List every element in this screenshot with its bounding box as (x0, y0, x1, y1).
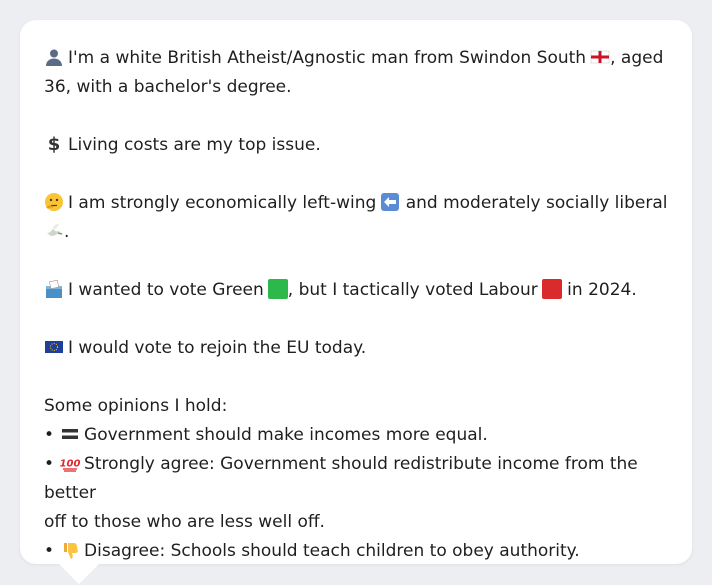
eu-paragraph: I would vote to rejoin the EU today. (44, 334, 668, 363)
svg-text:$: $ (48, 134, 61, 154)
thinking-face-icon (44, 192, 64, 212)
issue-text: Living costs are my top issue. (68, 135, 321, 155)
dove-icon (44, 221, 64, 241)
opinion-item: • Disagree: Schools should teach childre… (44, 537, 668, 566)
bullet: • (44, 541, 55, 561)
vote-paragraph: I wanted to vote Green , but I tactically… (44, 276, 668, 305)
ballot-box-icon (44, 279, 64, 299)
ideology-end: . (64, 222, 70, 242)
dollar-icon: $ (44, 134, 64, 154)
left-arrow-icon (380, 192, 400, 212)
green-square-icon (267, 279, 288, 299)
issue-paragraph: $ Living costs are my top issue. (44, 131, 668, 160)
intro-text-cont: , aged 36, with a bachelor's degree. (44, 48, 664, 97)
eu-text: I would vote to rejoin the EU today. (68, 338, 367, 358)
hundred-icon: 100 (60, 453, 80, 473)
svg-text:100: 100 (60, 459, 80, 470)
bullet: • (44, 454, 55, 474)
opinion-text: Disagree: Schools should teach children … (84, 541, 580, 561)
eu-flag-icon (44, 337, 64, 357)
message-content: I'm a white British Atheist/Agnostic man… (44, 44, 668, 566)
vote-text-end: in 2024. (567, 280, 637, 300)
red-square-icon (541, 279, 562, 299)
opinions-section: Some opinions I hold: • Government shoul… (44, 392, 668, 566)
opinion-item: • Government should make incomes more eq… (44, 421, 668, 450)
opinion-text: off to those who are less well off. (44, 512, 325, 532)
intro-text: I'm a white British Atheist/Agnostic man… (68, 48, 587, 68)
opinion-text: Strongly agree: Government should redist… (44, 454, 638, 503)
england-flag-icon (590, 47, 610, 67)
opinion-item: • 100 Strongly agree: Government should … (44, 450, 668, 508)
equals-icon (60, 424, 80, 444)
message-bubble: I'm a white British Atheist/Agnostic man… (20, 20, 692, 584)
vote-text-cont: , but I tactically voted Labour (287, 280, 538, 300)
ideology-text-cont: and moderately socially liberal (405, 193, 668, 213)
intro-paragraph: I'm a white British Atheist/Agnostic man… (44, 44, 668, 102)
opinions-heading: Some opinions I hold: (44, 396, 228, 416)
person-icon (44, 47, 64, 67)
ideology-paragraph: I am strongly economically left-wing and… (44, 189, 668, 247)
vote-text: I wanted to vote Green (68, 280, 264, 300)
opinion-text: Government should make incomes more equa… (84, 425, 488, 445)
opinion-item-cont: off to those who are less well off. (44, 508, 668, 537)
ideology-text: I am strongly economically left-wing (68, 193, 377, 213)
bubble-tail (59, 564, 99, 584)
thumbs-down-icon (60, 540, 80, 560)
bullet: • (44, 425, 55, 445)
